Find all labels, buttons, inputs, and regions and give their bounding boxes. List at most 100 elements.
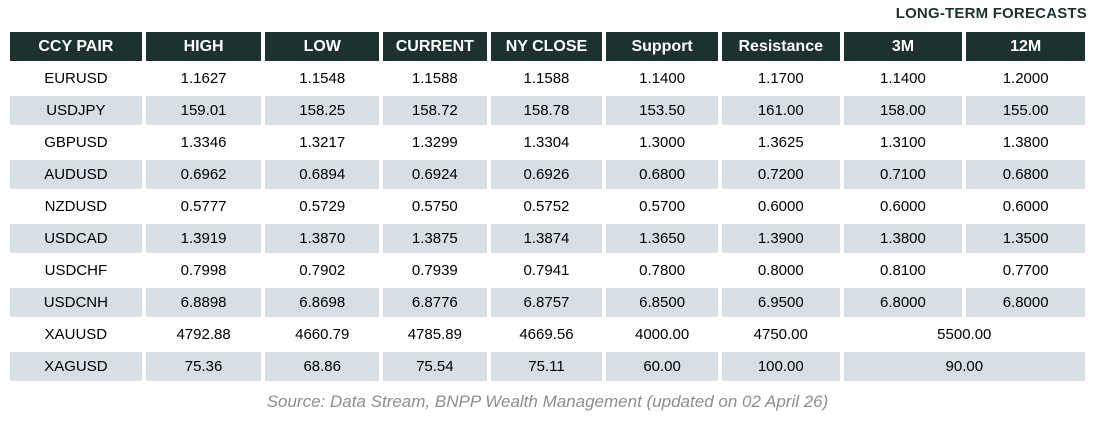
cell-high: 1.3919 [145,224,262,253]
table-row-xauusd: XAUUSD 4792.88 4660.79 4785.89 4669.56 4… [10,320,1085,349]
cell-resistance: 1.3900 [721,224,840,253]
cell-low: 1.3217 [265,128,380,157]
cell-12m: 1.3800 [966,128,1085,157]
cell-current: 0.5750 [383,192,487,221]
cell-high: 4792.88 [145,320,262,349]
cell-current: 1.1588 [383,64,487,93]
column-header-ccy-pair: CCY PAIR [10,32,142,61]
cell-12m: 1.3500 [966,224,1085,253]
cell-low: 0.5729 [265,192,380,221]
cell-ny-close: 1.3304 [490,128,603,157]
cell-3m: 1.3800 [843,224,963,253]
cell-12m: 155.00 [966,96,1085,125]
cell-pair: USDCNH [10,288,142,317]
table-row-xagusd: XAGUSD 75.36 68.86 75.54 75.11 60.00 100… [10,352,1085,381]
cell-pair: USDCHF [10,256,142,285]
cell-low: 0.6894 [265,160,380,189]
cell-resistance: 100.00 [721,352,840,381]
cell-pair: GBPUSD [10,128,142,157]
cell-resistance: 161.00 [721,96,840,125]
cell-support: 1.3000 [606,128,718,157]
column-header-current: CURRENT [383,32,487,61]
cell-high: 159.01 [145,96,262,125]
cell-3m: 1.1400 [843,64,963,93]
cell-pair: XAUUSD [10,320,142,349]
cell-3m: 158.00 [843,96,963,125]
cell-12m: 0.6000 [966,192,1085,221]
cell-high: 6.8898 [145,288,262,317]
cell-12m: 6.8000 [966,288,1085,317]
cell-ny-close: 0.7941 [490,256,603,285]
cell-3m-12m-merged: 5500.00 [843,320,1085,349]
cell-support: 60.00 [606,352,718,381]
cell-ny-close: 0.5752 [490,192,603,221]
cell-support: 1.1400 [606,64,718,93]
source-note: Source: Data Stream, BNPP Wealth Managem… [266,392,829,411]
cell-ny-close: 1.3874 [490,224,603,253]
cell-low: 4660.79 [265,320,380,349]
cell-pair: EURUSD [10,64,142,93]
cell-support: 0.6800 [606,160,718,189]
long-term-forecasts-label: LONG-TERM FORECASTS [895,5,1087,22]
cell-support: 0.7800 [606,256,718,285]
cell-high: 0.6962 [145,160,262,189]
cell-high: 1.1627 [145,64,262,93]
table-row-usdchf: USDCHF 0.7998 0.7902 0.7939 0.7941 0.780… [10,256,1085,285]
cell-3m: 1.3100 [843,128,963,157]
cell-low: 1.3870 [265,224,380,253]
cell-low: 1.1548 [265,64,380,93]
cell-low: 0.7902 [265,256,380,285]
cell-3m: 0.8100 [843,256,963,285]
cell-3m: 0.6000 [843,192,963,221]
cell-high: 0.5777 [145,192,262,221]
cell-low: 158.25 [265,96,380,125]
header-row: CCY PAIR HIGH LOW CURRENT NY CLOSE Suppo… [10,32,1085,61]
cell-current: 6.8776 [383,288,487,317]
cell-resistance: 1.1700 [721,64,840,93]
column-header-12m: 12M [966,32,1085,61]
cell-ny-close: 75.11 [490,352,603,381]
cell-ny-close: 0.6926 [490,160,603,189]
column-header-resistance: Resistance [721,32,840,61]
cell-ny-close: 6.8757 [490,288,603,317]
cell-3m: 6.8000 [843,288,963,317]
table-row-eurusd: EURUSD 1.1627 1.1548 1.1588 1.1588 1.140… [10,64,1085,93]
table-row-usdjpy: USDJPY 159.01 158.25 158.72 158.78 153.5… [10,96,1085,125]
cell-resistance: 4750.00 [721,320,840,349]
column-header-3m: 3M [843,32,963,61]
cell-ny-close: 1.1588 [490,64,603,93]
cell-12m: 0.7700 [966,256,1085,285]
cell-support: 1.3650 [606,224,718,253]
column-header-support: Support [606,32,718,61]
table-row-audusd: AUDUSD 0.6962 0.6894 0.6924 0.6926 0.680… [10,160,1085,189]
cell-current: 0.7939 [383,256,487,285]
cell-current: 0.6924 [383,160,487,189]
cell-resistance: 6.9500 [721,288,840,317]
cell-pair: USDJPY [10,96,142,125]
table-row-nzdusd: NZDUSD 0.5777 0.5729 0.5750 0.5752 0.570… [10,192,1085,221]
column-header-high: HIGH [145,32,262,61]
cell-ny-close: 4669.56 [490,320,603,349]
cell-pair: NZDUSD [10,192,142,221]
cell-pair: XAGUSD [10,352,142,381]
cell-support: 0.5700 [606,192,718,221]
cell-resistance: 0.8000 [721,256,840,285]
fx-forecast-table: CCY PAIR HIGH LOW CURRENT NY CLOSE Suppo… [6,29,1089,384]
cell-high: 1.3346 [145,128,262,157]
table-row-gbpusd: GBPUSD 1.3346 1.3217 1.3299 1.3304 1.300… [10,128,1085,157]
cell-support: 4000.00 [606,320,718,349]
cell-pair: USDCAD [10,224,142,253]
cell-3m: 0.7100 [843,160,963,189]
cell-support: 6.8500 [606,288,718,317]
cell-pair: AUDUSD [10,160,142,189]
cell-current: 75.54 [383,352,487,381]
cell-current: 1.3299 [383,128,487,157]
column-header-ny-close: NY CLOSE [490,32,603,61]
cell-current: 158.72 [383,96,487,125]
table-row-usdcnh: USDCNH 6.8898 6.8698 6.8776 6.8757 6.850… [10,288,1085,317]
cell-resistance: 0.6000 [721,192,840,221]
cell-low: 6.8698 [265,288,380,317]
cell-low: 68.86 [265,352,380,381]
cell-current: 4785.89 [383,320,487,349]
cell-high: 75.36 [145,352,262,381]
